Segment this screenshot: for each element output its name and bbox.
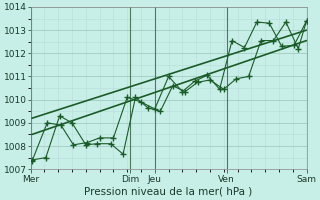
X-axis label: Pression niveau de la mer( hPa ): Pression niveau de la mer( hPa ) bbox=[84, 187, 253, 197]
